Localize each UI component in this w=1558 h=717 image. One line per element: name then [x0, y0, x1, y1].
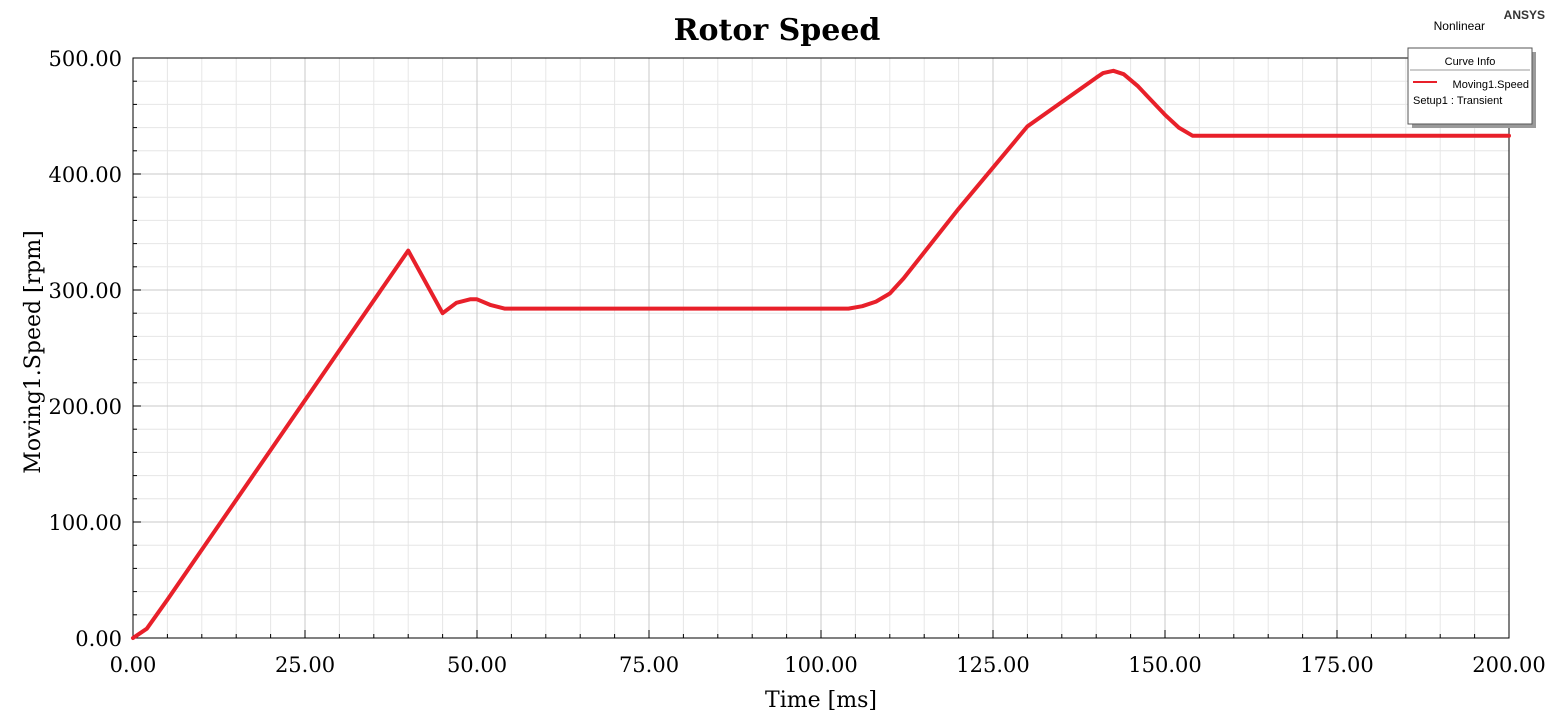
x-tick-label: 75.00 [619, 653, 679, 677]
y-tick-label: 400.00 [49, 163, 122, 187]
mode-label: Nonlinear [1434, 19, 1485, 33]
x-tick-label: 125.00 [956, 653, 1029, 677]
y-tick-labels: 0.00 100.00 200.00 300.00 400.00 500.00 [49, 47, 122, 651]
x-tick-labels: 0.00 25.00 50.00 75.00 100.00 125.00 150.00 175… [110, 653, 1546, 677]
x-axis-label: Time [ms] [765, 688, 877, 713]
y-axis-label: Moving1.Speed [rpm] [21, 230, 46, 473]
x-tick-label: 25.00 [275, 653, 335, 677]
legend-title: Curve Info [1445, 56, 1496, 68]
x-tick-label: 100.00 [784, 653, 857, 677]
legend-frame [1407, 47, 1533, 125]
x-tick-label: 50.00 [447, 653, 507, 677]
brand-logo-text: ANSYS [1504, 8, 1545, 22]
x-tick-label: 150.00 [1128, 653, 1201, 677]
major-gridlines [133, 58, 1509, 638]
x-tick-label: 200.00 [1472, 653, 1545, 677]
chart-title: Rotor Speed [674, 13, 881, 48]
series-layer [131, 68, 1511, 640]
x-tick-label: 0.00 [110, 653, 157, 677]
series-line-moving1-speed [131, 68, 1511, 640]
y-tick-label: 500.00 [49, 47, 122, 71]
legend-entry-label: Moving1.Speed [1453, 79, 1529, 91]
y-tick-label: 200.00 [49, 395, 122, 419]
legend-setup-label: Setup1 : Transient [1413, 95, 1502, 107]
x-tick-label: 175.00 [1300, 653, 1373, 677]
y-tick-label: 100.00 [49, 511, 122, 535]
y-tick-label: 0.00 [75, 627, 122, 651]
y-tick-label: 300.00 [49, 279, 122, 303]
axis-tick-marks [132, 57, 1510, 639]
legend-box[interactable]: Curve Info Moving1.Speed Setup1 : Transi… [1407, 47, 1536, 128]
